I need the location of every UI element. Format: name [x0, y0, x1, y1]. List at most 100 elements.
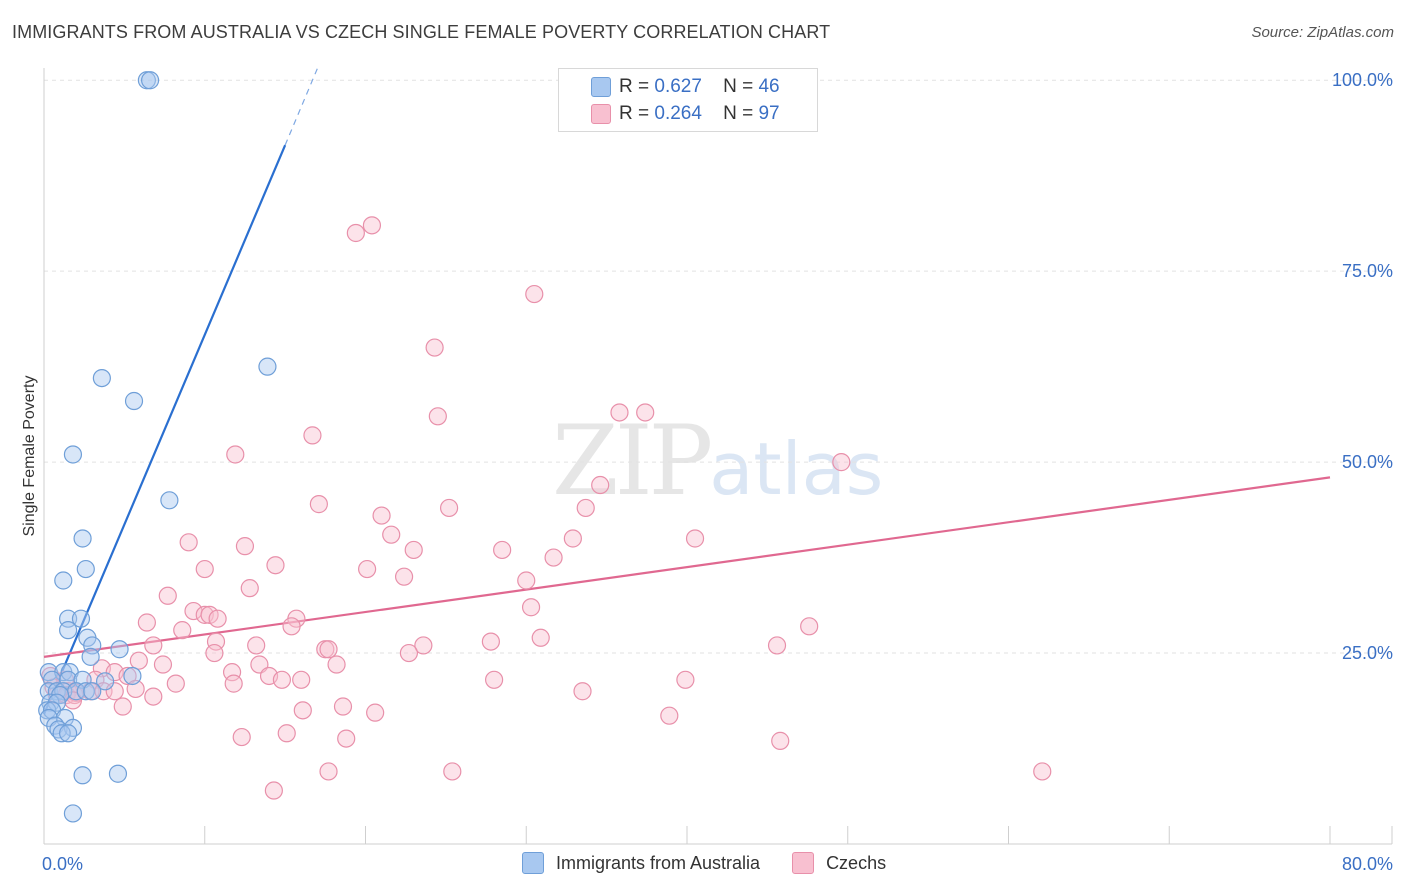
- point-australia: [54, 571, 73, 590]
- series-label-czechs: Czechs: [826, 852, 887, 873]
- watermark-zip: ZIP: [552, 405, 713, 517]
- point-czechs: [153, 655, 173, 674]
- x-tick-label: 80.0%: [1342, 854, 1393, 874]
- point-czechs: [544, 548, 563, 567]
- point-czechs: [358, 559, 377, 579]
- point-czechs: [113, 697, 132, 716]
- legend-swatch-australia: [591, 77, 611, 97]
- point-australia: [83, 636, 102, 655]
- point-czechs: [224, 674, 243, 693]
- point-australia: [81, 647, 100, 666]
- point-czechs: [264, 781, 283, 800]
- point-australia: [59, 724, 78, 743]
- legend-r-value: 0.264: [654, 103, 702, 124]
- point-czechs: [428, 407, 447, 426]
- point-czechs: [660, 706, 679, 725]
- point-czechs: [414, 636, 433, 655]
- point-czechs: [205, 643, 224, 663]
- y-tick-label: 100.0%: [1332, 70, 1393, 90]
- point-czechs: [346, 223, 365, 243]
- point-czechs: [563, 529, 582, 548]
- stats-legend: R = 0.627 N = 46 R = 0.264 N = 97: [558, 68, 818, 132]
- point-czechs: [144, 636, 163, 655]
- legend-row-czechs: R = 0.264 N = 97: [591, 103, 780, 125]
- legend-n-value: 97: [758, 103, 780, 124]
- x-tick-label: 0.0%: [42, 854, 83, 874]
- legend-r-label: R =: [619, 76, 650, 97]
- point-czechs: [272, 670, 292, 689]
- series-legend: Immigrants from Australia Czechs: [522, 852, 918, 874]
- series-swatch-australia: [522, 852, 544, 874]
- point-czechs: [266, 556, 285, 575]
- point-czechs: [309, 495, 328, 514]
- point-czechs: [493, 540, 512, 560]
- trend-line-australia: [42, 144, 287, 715]
- y-tick-label: 50.0%: [1342, 452, 1393, 472]
- series-legend-australia[interactable]: Immigrants from Australia: [522, 852, 760, 874]
- source-credit: Source: ZipAtlas.com: [1251, 24, 1394, 41]
- point-czechs: [800, 617, 819, 636]
- point-czechs: [118, 666, 137, 686]
- point-australia: [73, 766, 92, 785]
- point-australia: [59, 621, 78, 640]
- point-australia: [140, 71, 160, 90]
- legend-r-label: R =: [619, 103, 650, 124]
- series-legend-czechs[interactable]: Czechs: [792, 852, 886, 874]
- point-australia: [38, 701, 57, 720]
- point-czechs: [531, 628, 550, 647]
- point-czechs: [158, 586, 177, 605]
- point-czechs: [404, 540, 423, 560]
- point-australia: [123, 666, 142, 686]
- point-czechs: [173, 621, 192, 640]
- point-czechs: [222, 663, 242, 682]
- point-czechs: [832, 453, 851, 472]
- point-australia: [124, 391, 144, 411]
- legend-n-label: N =: [723, 103, 754, 124]
- point-czechs: [208, 609, 227, 628]
- point-czechs: [525, 284, 544, 304]
- point-australia: [92, 368, 111, 388]
- point-czechs: [636, 403, 655, 422]
- point-czechs: [425, 338, 444, 357]
- point-czechs: [129, 651, 148, 670]
- point-australia: [110, 640, 129, 659]
- point-australia: [160, 491, 179, 510]
- chart-title: IMMIGRANTS FROM AUSTRALIA VS CZECH SINGL…: [12, 22, 831, 42]
- point-czechs: [685, 529, 705, 548]
- point-czechs: [366, 703, 385, 722]
- gridlines: [44, 79, 1392, 654]
- point-czechs: [232, 727, 251, 747]
- point-czechs: [394, 567, 414, 586]
- point-czechs: [676, 670, 695, 689]
- point-czechs: [337, 729, 356, 748]
- legend-r-value: 0.627: [654, 76, 702, 97]
- point-czechs: [166, 674, 185, 693]
- tick-labels: 25.0% 50.0% 75.0% 100.0% 0.0% 80.0%: [42, 70, 1393, 874]
- point-australia: [63, 445, 83, 464]
- point-czechs: [293, 701, 312, 720]
- legend-swatch-czechs: [591, 104, 611, 124]
- point-australia: [95, 672, 115, 691]
- data-points: [38, 71, 1052, 823]
- point-czechs: [235, 537, 255, 556]
- legend-row-australia: R = 0.627 N = 46: [591, 76, 780, 98]
- point-czechs: [179, 533, 198, 552]
- point-czechs: [319, 640, 338, 659]
- point-czechs: [292, 670, 311, 689]
- point-czechs: [206, 632, 226, 651]
- series-label-australia: Immigrants from Australia: [556, 852, 761, 873]
- series-swatch-czechs: [792, 852, 815, 874]
- point-czechs: [137, 613, 156, 632]
- point-czechs: [521, 598, 541, 617]
- point-czechs: [382, 525, 401, 544]
- point-czechs: [517, 571, 536, 590]
- point-australia: [83, 682, 102, 701]
- point-czechs: [399, 643, 419, 663]
- point-australia: [42, 670, 62, 689]
- point-czechs: [319, 762, 338, 781]
- trend-line-extension: [284, 68, 318, 146]
- point-czechs: [277, 724, 296, 743]
- point-australia: [76, 559, 95, 579]
- point-czechs: [591, 475, 610, 495]
